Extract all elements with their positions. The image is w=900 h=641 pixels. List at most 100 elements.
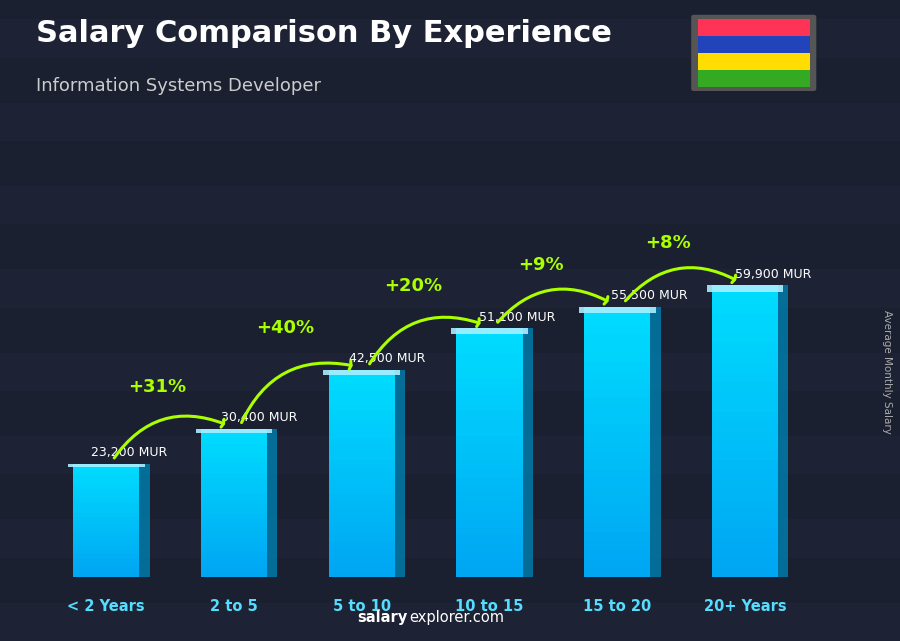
- Bar: [328, 404, 395, 412]
- Text: +8%: +8%: [645, 234, 691, 252]
- Bar: [201, 528, 267, 533]
- Bar: [456, 569, 523, 577]
- Bar: [201, 444, 267, 449]
- Bar: [584, 514, 651, 523]
- Bar: [328, 535, 395, 542]
- Bar: [73, 535, 140, 539]
- Bar: [456, 453, 523, 461]
- FancyBboxPatch shape: [0, 353, 900, 391]
- Bar: [73, 565, 140, 569]
- Bar: [712, 295, 778, 304]
- Bar: [73, 551, 140, 554]
- Bar: [712, 519, 778, 528]
- Bar: [584, 315, 651, 324]
- Bar: [73, 517, 140, 520]
- Bar: [456, 369, 523, 378]
- Bar: [73, 528, 140, 531]
- Bar: [328, 549, 395, 556]
- Bar: [584, 324, 651, 333]
- Bar: [456, 419, 523, 428]
- Bar: [328, 412, 395, 418]
- Bar: [456, 469, 523, 478]
- Bar: [712, 372, 778, 383]
- Bar: [456, 345, 523, 353]
- Bar: [456, 378, 523, 386]
- Bar: [73, 498, 140, 501]
- Bar: [201, 547, 267, 552]
- Bar: [73, 479, 140, 483]
- Bar: [328, 487, 395, 494]
- Bar: [712, 451, 778, 460]
- Bar: [584, 361, 651, 370]
- Bar: [712, 441, 778, 451]
- Bar: [73, 558, 140, 562]
- Bar: [73, 554, 140, 558]
- Bar: [73, 468, 140, 471]
- FancyBboxPatch shape: [0, 436, 900, 474]
- Bar: [584, 342, 651, 351]
- Text: explorer.com: explorer.com: [410, 610, 505, 625]
- Bar: [712, 392, 778, 402]
- Bar: [584, 550, 651, 559]
- Bar: [328, 556, 395, 563]
- Text: < 2 Years: < 2 Years: [68, 599, 145, 614]
- Bar: [201, 572, 267, 577]
- Bar: [584, 397, 651, 406]
- Bar: [328, 515, 395, 522]
- Bar: [73, 569, 140, 573]
- Bar: [73, 494, 140, 498]
- Bar: [712, 324, 778, 334]
- Bar: [201, 434, 267, 438]
- Bar: [456, 527, 523, 535]
- Bar: [201, 508, 267, 513]
- Text: 42,500 MUR: 42,500 MUR: [349, 353, 426, 365]
- Text: salary: salary: [357, 610, 408, 625]
- Text: 30,400 MUR: 30,400 MUR: [221, 412, 298, 424]
- Bar: [584, 306, 651, 315]
- Bar: [456, 403, 523, 411]
- Text: +9%: +9%: [518, 256, 563, 274]
- Bar: [456, 552, 523, 560]
- Bar: [201, 473, 267, 478]
- Bar: [456, 337, 523, 345]
- FancyBboxPatch shape: [0, 103, 900, 141]
- Bar: [73, 573, 140, 577]
- Bar: [201, 429, 267, 434]
- Bar: [201, 488, 267, 493]
- Bar: [712, 314, 778, 324]
- Bar: [712, 460, 778, 470]
- Bar: [584, 532, 651, 541]
- Bar: [267, 429, 277, 577]
- Bar: [712, 538, 778, 547]
- Bar: [73, 562, 140, 565]
- Text: +40%: +40%: [256, 319, 314, 337]
- Bar: [73, 509, 140, 513]
- Bar: [73, 543, 140, 547]
- Bar: [712, 547, 778, 558]
- Bar: [73, 520, 140, 524]
- Bar: [201, 469, 267, 473]
- Bar: [456, 428, 523, 436]
- Bar: [456, 486, 523, 494]
- Bar: [328, 529, 395, 535]
- Text: 59,900 MUR: 59,900 MUR: [734, 268, 811, 281]
- Bar: [328, 377, 395, 384]
- Bar: [201, 567, 267, 572]
- Bar: [584, 523, 651, 532]
- Bar: [712, 499, 778, 509]
- Bar: [201, 552, 267, 557]
- Bar: [456, 535, 523, 544]
- Bar: [201, 453, 267, 458]
- FancyBboxPatch shape: [0, 603, 900, 641]
- Bar: [328, 494, 395, 501]
- Bar: [328, 570, 395, 577]
- Bar: [73, 505, 140, 509]
- Text: 2 to 5: 2 to 5: [210, 599, 258, 614]
- FancyBboxPatch shape: [0, 269, 900, 308]
- Bar: [584, 424, 651, 433]
- Bar: [584, 478, 651, 487]
- Bar: [456, 436, 523, 444]
- FancyBboxPatch shape: [0, 19, 900, 58]
- Bar: [584, 451, 651, 460]
- Bar: [712, 383, 778, 392]
